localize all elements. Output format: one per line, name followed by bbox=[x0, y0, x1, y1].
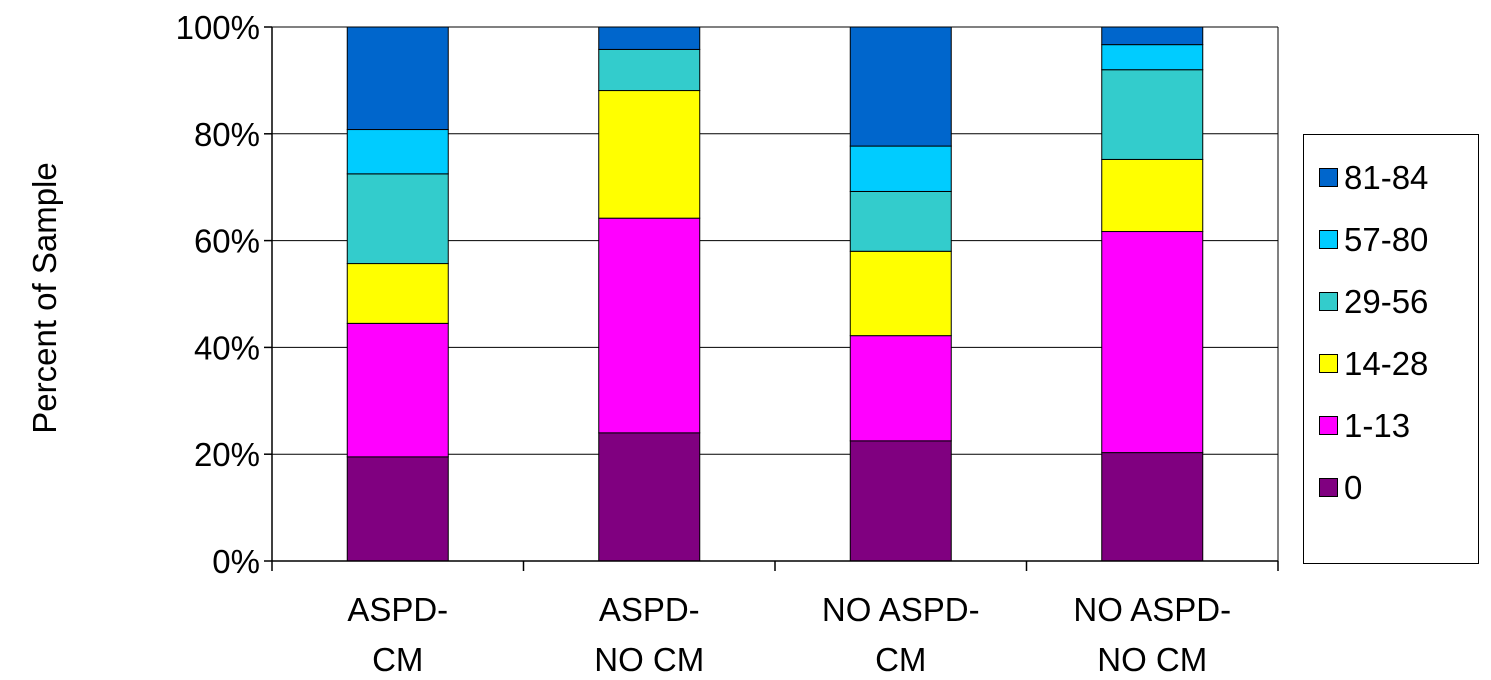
bar-segment bbox=[598, 48, 701, 92]
y-tick-label: 60% bbox=[194, 223, 260, 260]
legend-label: 0 bbox=[1344, 469, 1363, 506]
x-tick-label: CM bbox=[372, 641, 423, 678]
legend-label: 81-84 bbox=[1344, 159, 1429, 196]
legend-item: 81-84 bbox=[1319, 161, 1428, 194]
legend-swatch bbox=[1319, 230, 1338, 249]
bar-segment bbox=[346, 173, 449, 265]
y-tick-label: 40% bbox=[194, 329, 260, 366]
x-tick-label: NO ASPD- bbox=[822, 591, 980, 628]
legend-item: 0 bbox=[1319, 471, 1362, 504]
bar-segment bbox=[346, 263, 449, 324]
legend-swatch bbox=[1319, 478, 1338, 497]
y-tick-label: 100% bbox=[176, 9, 260, 46]
legend: 81-84 57-80 29-56 14-28 1-13 0 bbox=[1303, 134, 1479, 564]
legend-item: 57-80 bbox=[1319, 223, 1428, 256]
bar-segment bbox=[346, 129, 449, 175]
legend-item: 29-56 bbox=[1319, 285, 1428, 318]
legend-label: 14-28 bbox=[1344, 345, 1429, 382]
y-axis-label: Percent of Sample bbox=[26, 162, 63, 433]
y-tick-label: 0% bbox=[212, 543, 260, 580]
x-tick-label: NO CM bbox=[1097, 641, 1207, 678]
bar-segment bbox=[849, 250, 952, 337]
bar-segment bbox=[346, 322, 449, 458]
bar-segment bbox=[1101, 44, 1204, 71]
bar-segment bbox=[346, 456, 449, 562]
bar-segment bbox=[598, 432, 701, 562]
bar-segment bbox=[849, 26, 952, 147]
y-tick-label: 80% bbox=[194, 116, 260, 153]
x-tick-label: CM bbox=[875, 641, 926, 678]
x-tick-label: ASPD- bbox=[347, 591, 448, 628]
legend-swatch bbox=[1319, 168, 1338, 187]
legend-item: 14-28 bbox=[1319, 347, 1428, 380]
bar-segment bbox=[1101, 26, 1204, 46]
legend-item: 1-13 bbox=[1319, 409, 1410, 442]
bar-segment bbox=[849, 145, 952, 192]
x-tick-label: NO CM bbox=[594, 641, 704, 678]
bar-segment bbox=[598, 217, 701, 434]
legend-label: 57-80 bbox=[1344, 221, 1429, 258]
x-tick-label: NO ASPD- bbox=[1073, 591, 1231, 628]
bar-segment bbox=[1101, 231, 1204, 454]
bar-segment bbox=[849, 190, 952, 252]
bar-segment bbox=[598, 26, 701, 50]
bar-segment bbox=[346, 26, 449, 131]
bar-segment bbox=[598, 90, 701, 219]
bar-segment bbox=[1101, 69, 1204, 160]
y-tick-label: 20% bbox=[194, 436, 260, 473]
bar-segment bbox=[849, 440, 952, 562]
legend-swatch bbox=[1319, 292, 1338, 311]
x-tick-label: ASPD- bbox=[599, 591, 700, 628]
legend-label: 1-13 bbox=[1344, 407, 1411, 444]
bar-segment bbox=[1101, 452, 1204, 562]
legend-swatch bbox=[1319, 416, 1338, 435]
legend-label: 29-56 bbox=[1344, 283, 1429, 320]
legend-swatch bbox=[1319, 354, 1338, 373]
bar-segment bbox=[849, 335, 952, 442]
bar-segment bbox=[1101, 158, 1204, 233]
